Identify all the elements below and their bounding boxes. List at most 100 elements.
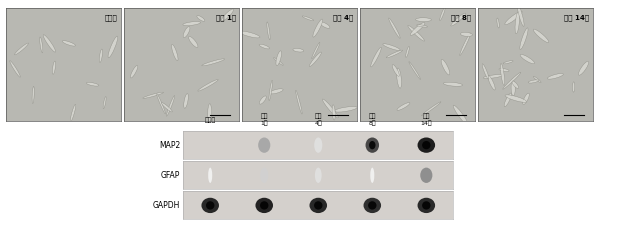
Ellipse shape: [143, 93, 163, 99]
Ellipse shape: [505, 12, 522, 25]
Ellipse shape: [460, 34, 471, 56]
Ellipse shape: [270, 89, 283, 94]
Ellipse shape: [483, 75, 503, 79]
Ellipse shape: [293, 49, 304, 53]
Ellipse shape: [397, 69, 401, 89]
Ellipse shape: [520, 29, 528, 50]
Text: 분화
14일: 분화 14일: [420, 113, 432, 125]
Ellipse shape: [406, 47, 409, 58]
Ellipse shape: [108, 37, 118, 58]
Ellipse shape: [533, 77, 541, 83]
Text: 분화 8일: 분화 8일: [451, 15, 471, 21]
Ellipse shape: [322, 100, 338, 118]
Ellipse shape: [156, 94, 165, 115]
Ellipse shape: [14, 44, 29, 56]
Ellipse shape: [397, 103, 410, 111]
Ellipse shape: [443, 83, 463, 87]
Ellipse shape: [189, 37, 198, 48]
Ellipse shape: [366, 138, 379, 153]
Ellipse shape: [451, 14, 466, 27]
Ellipse shape: [460, 33, 473, 37]
Ellipse shape: [269, 81, 273, 101]
Ellipse shape: [62, 41, 76, 47]
Ellipse shape: [420, 168, 432, 183]
Ellipse shape: [130, 66, 138, 79]
Ellipse shape: [504, 94, 512, 107]
Ellipse shape: [314, 201, 322, 210]
Ellipse shape: [260, 168, 268, 183]
Ellipse shape: [32, 87, 34, 104]
Ellipse shape: [259, 45, 270, 50]
Ellipse shape: [99, 50, 102, 63]
Ellipse shape: [515, 13, 520, 35]
Ellipse shape: [417, 26, 428, 28]
Ellipse shape: [363, 198, 381, 213]
Ellipse shape: [383, 45, 400, 51]
Text: 분화 14일: 분화 14일: [564, 15, 589, 21]
Ellipse shape: [161, 103, 172, 112]
Ellipse shape: [415, 19, 432, 22]
Ellipse shape: [499, 69, 509, 72]
Ellipse shape: [422, 201, 430, 210]
Ellipse shape: [52, 62, 55, 75]
Text: 분화
1일: 분화 1일: [260, 113, 268, 125]
Ellipse shape: [408, 26, 425, 42]
Ellipse shape: [422, 102, 441, 116]
Ellipse shape: [410, 23, 425, 36]
Ellipse shape: [43, 36, 55, 53]
Ellipse shape: [511, 81, 515, 97]
Ellipse shape: [389, 19, 400, 39]
Ellipse shape: [417, 198, 435, 213]
Ellipse shape: [260, 201, 268, 210]
Ellipse shape: [274, 58, 283, 66]
Ellipse shape: [70, 105, 76, 122]
Ellipse shape: [267, 23, 270, 40]
Ellipse shape: [371, 48, 381, 68]
Text: 분화 1일: 분화 1일: [215, 15, 235, 21]
Ellipse shape: [503, 61, 513, 65]
Ellipse shape: [315, 168, 322, 183]
Text: GAPDH: GAPDH: [153, 200, 180, 209]
Ellipse shape: [334, 107, 357, 112]
Ellipse shape: [255, 198, 273, 213]
Text: 분화
4일: 분화 4일: [314, 113, 322, 125]
Ellipse shape: [184, 94, 188, 109]
Ellipse shape: [579, 62, 589, 76]
Ellipse shape: [505, 95, 527, 103]
Ellipse shape: [10, 61, 20, 78]
Text: 분화
8일: 분화 8일: [368, 113, 376, 125]
Ellipse shape: [320, 23, 330, 29]
Ellipse shape: [312, 43, 320, 59]
Ellipse shape: [183, 27, 190, 38]
Ellipse shape: [206, 201, 214, 210]
Ellipse shape: [533, 30, 549, 43]
Ellipse shape: [512, 82, 519, 89]
Ellipse shape: [573, 82, 574, 93]
Ellipse shape: [501, 64, 505, 86]
Ellipse shape: [369, 141, 376, 150]
Ellipse shape: [197, 80, 218, 92]
Ellipse shape: [309, 53, 322, 67]
Ellipse shape: [417, 138, 435, 153]
Text: MAP2: MAP2: [159, 140, 180, 149]
Ellipse shape: [332, 105, 335, 120]
Ellipse shape: [488, 76, 495, 91]
Ellipse shape: [202, 60, 225, 67]
Ellipse shape: [166, 96, 175, 117]
Ellipse shape: [523, 94, 529, 105]
Ellipse shape: [239, 32, 260, 39]
Ellipse shape: [368, 201, 376, 210]
Text: 분화전: 분화전: [105, 15, 117, 21]
Ellipse shape: [497, 19, 499, 29]
Ellipse shape: [260, 97, 266, 105]
Ellipse shape: [296, 91, 302, 115]
Ellipse shape: [208, 104, 212, 123]
Ellipse shape: [208, 168, 212, 183]
Ellipse shape: [483, 65, 489, 80]
Ellipse shape: [503, 73, 521, 90]
Ellipse shape: [386, 51, 402, 58]
Ellipse shape: [517, 5, 524, 27]
Ellipse shape: [392, 65, 399, 77]
Ellipse shape: [313, 20, 323, 38]
Ellipse shape: [528, 81, 538, 84]
